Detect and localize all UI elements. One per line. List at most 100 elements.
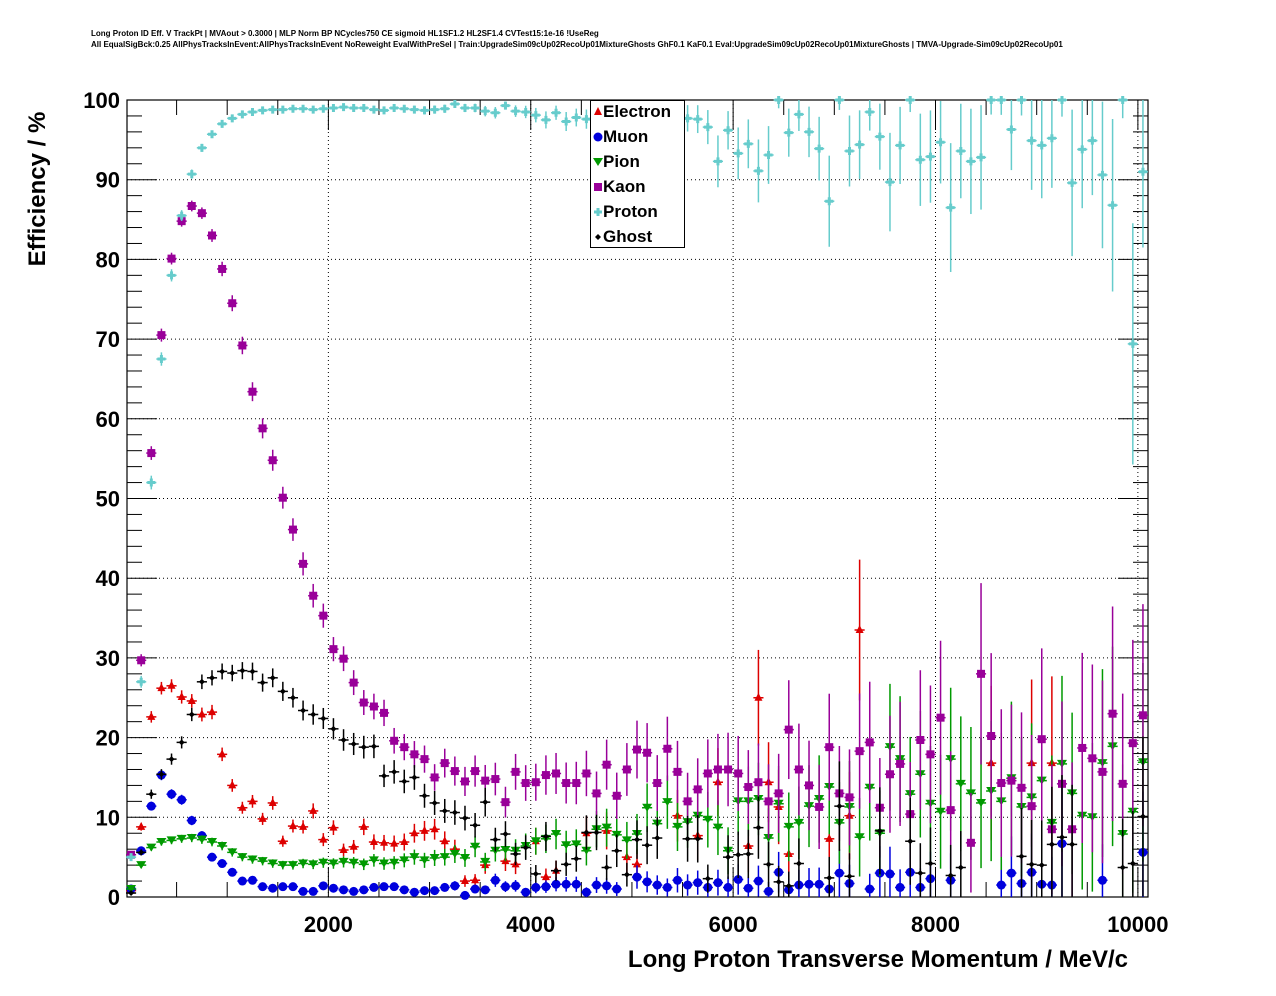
square-marker (673, 767, 682, 776)
data-point-ghost (763, 841, 774, 887)
data-point-kaon (986, 653, 997, 819)
data-point-proton (308, 105, 319, 114)
data-point-muon (814, 867, 825, 897)
square-marker (228, 299, 237, 308)
square-marker (197, 209, 206, 218)
triangle-down-marker (672, 822, 683, 831)
circle-marker (440, 882, 450, 892)
circle-marker (490, 875, 500, 885)
cross-marker (865, 107, 874, 116)
data-point-proton (510, 105, 521, 117)
square-marker (663, 744, 672, 753)
data-point-proton (409, 105, 420, 114)
data-point-proton (520, 105, 531, 119)
square-marker (460, 777, 469, 786)
cross-marker (258, 106, 267, 115)
square-marker (531, 778, 540, 787)
data-point-proton (166, 269, 177, 282)
data-point-proton (176, 210, 187, 221)
cross-marker (450, 99, 459, 108)
square-marker (693, 785, 702, 794)
triangle-down-marker (662, 798, 673, 807)
diamond-marker (219, 668, 226, 675)
triangle-down-marker (449, 849, 460, 858)
diamond-marker (310, 711, 317, 718)
data-point-proton (783, 108, 794, 157)
diamond-marker (947, 872, 954, 879)
triangle-up-marker (400, 837, 409, 846)
cross-marker (825, 197, 834, 206)
cross-marker (238, 110, 247, 119)
triangle-up-marker (278, 836, 287, 845)
triangle-down-marker (854, 833, 865, 842)
data-point-muon (378, 882, 390, 892)
data-point-ghost (368, 734, 379, 759)
data-point-muon (500, 881, 511, 893)
square-marker (471, 767, 480, 776)
y-tick-label: 100 (83, 88, 120, 113)
data-point-proton (743, 119, 754, 169)
legend-label: Ghost (603, 227, 653, 246)
diamond-marker (542, 833, 549, 840)
data-point-muon (287, 882, 299, 892)
triangle-down-marker (126, 885, 137, 894)
x-tick-label: 10000 (1107, 912, 1168, 937)
triangle-up-marker (208, 707, 217, 716)
data-point-ghost (459, 805, 471, 831)
y-tick-label: 90 (96, 168, 120, 193)
cross-marker (1037, 141, 1046, 150)
diamond-marker (634, 836, 640, 843)
triangle-up-marker (754, 692, 763, 701)
x-tick-label: 6000 (709, 912, 758, 937)
data-point-ghost (449, 800, 460, 825)
legend-item-muon: Muon (591, 126, 686, 151)
data-point-kaon (287, 518, 299, 541)
data-point-kaon (399, 734, 410, 761)
square-marker (329, 645, 338, 654)
y-tick-label: 10 (96, 805, 120, 830)
cross-marker (208, 130, 217, 139)
diamond-marker (451, 809, 458, 816)
triangle-up-marker (167, 680, 176, 689)
diamond-marker (320, 715, 327, 722)
data-point-proton (419, 106, 430, 115)
data-point-ghost (915, 843, 926, 897)
data-point-proton (1056, 96, 1068, 117)
cross-marker (987, 96, 996, 104)
square-marker (187, 202, 196, 211)
cross-marker (936, 138, 945, 147)
data-point-pion (550, 818, 562, 850)
data-point-kaon (763, 764, 774, 839)
data-point-pion (389, 856, 400, 870)
diamond-marker (846, 873, 853, 880)
data-point-electron (753, 649, 764, 746)
circle-marker (581, 887, 591, 897)
data-point-electron (267, 796, 278, 810)
triangle-up-marker (380, 837, 389, 846)
data-point-muon (277, 882, 288, 892)
data-point-proton (561, 112, 572, 132)
triangle-up-marker (359, 821, 368, 830)
square-marker (633, 745, 641, 754)
y-tick-label: 60 (96, 407, 120, 432)
cross-marker (1128, 339, 1137, 348)
data-point-ghost (490, 827, 501, 852)
data-point-ghost (510, 842, 521, 866)
circle-marker (268, 883, 278, 893)
diamond-marker (229, 670, 236, 677)
circle-marker (895, 882, 905, 892)
legend-label: Muon (603, 127, 649, 146)
diamond-marker (917, 870, 924, 877)
diamond-marker (1018, 853, 1025, 860)
data-point-ghost (166, 753, 177, 765)
cross-marker (734, 149, 743, 158)
data-point-kaon (196, 207, 207, 219)
diamond-marker (735, 851, 742, 858)
cross-marker (299, 104, 308, 113)
data-point-proton (935, 100, 946, 184)
data-point-pion (136, 861, 147, 870)
data-point-ghost (1046, 786, 1057, 897)
data-point-muon (884, 846, 896, 897)
square-marker (309, 591, 318, 600)
square-marker (511, 767, 520, 776)
